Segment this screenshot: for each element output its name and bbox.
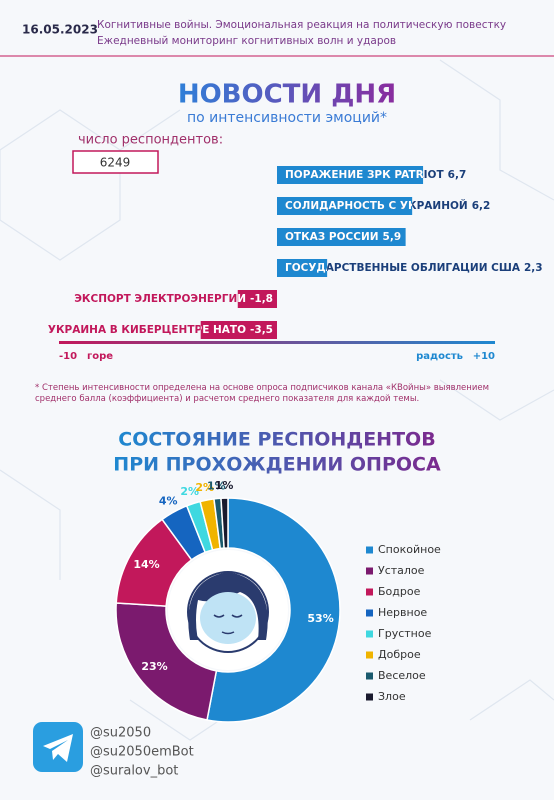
bar-category: ГОСУДАРСТВЕННЫЕ ОБЛИГАЦИИ США [285, 262, 521, 274]
slice-label: 14% [133, 558, 159, 571]
legend-marker [366, 609, 373, 617]
bar-category: ЭКСПОРТ ЭЛЕКТРОЭНЕРГИИ [74, 293, 246, 305]
face-icon [168, 550, 288, 670]
chart-title: НОВОСТИ ДНЯ [178, 80, 396, 110]
chart-title: СОСТОЯНИЕ РЕСПОНДЕНТОВ [118, 429, 435, 451]
bar-value-label: 6,7 [448, 169, 467, 181]
slice-label: 2% [180, 485, 199, 498]
pie-slice [220, 497, 229, 549]
bar-category: УКРАИНА В КИБЕРЦЕНТРЕ НАТО [48, 324, 246, 336]
bar [277, 228, 406, 246]
slice-label: 4% [159, 494, 178, 507]
legend-label: Грустное [378, 627, 432, 640]
bar [200, 321, 277, 339]
bar-category: ГОСУДАРСТВЕННЫЕ ОБЛИГАЦИИ США [285, 262, 521, 274]
telegram-plane [43, 734, 73, 762]
bar-label: УКРАИНА В КИБЕРЦЕНТРЕ НАТО -3,5 [48, 324, 273, 336]
axis-line [59, 341, 495, 344]
bar-category: ПОРАЖЕНИЕ ЗРК PATRIOT [285, 169, 444, 181]
chart-subtitle: по интенсивности эмоций* [187, 110, 387, 126]
bar-label: ОТКАЗ РОССИИ 5,9 [285, 231, 401, 243]
bar-label: ЭКСПОРТ ЭЛЕКТРОЭНЕРГИИ -1,8 [74, 293, 273, 305]
bar-label: УКРАИНА В КИБЕРЦЕНТРЕ НАТО -3,5 [48, 324, 273, 336]
legend-marker [366, 567, 373, 575]
bar-category: ОТКАЗ РОССИИ [285, 231, 379, 243]
slice-label: 23% [141, 660, 167, 673]
pie-slice [115, 602, 218, 721]
header-line: Когнитивные войны. Эмоциональная реакция… [97, 19, 506, 31]
contact[interactable]: @suralov_bot [90, 764, 178, 779]
contact[interactable]: @su2050 [90, 726, 151, 741]
slice-label: 53% [307, 612, 333, 625]
bar [277, 166, 424, 184]
bar-label: СОЛИДАРНОСТЬ С УКРАИНОЙ 6,2 [285, 199, 490, 212]
bar-value-label: -3,5 [250, 324, 273, 336]
bar-label: ГОСУДАРСТВЕННЫЕ ОБЛИГАЦИИ США 2,3 [285, 262, 543, 274]
bar-category: ЭКСПОРТ ЭЛЕКТРОЭНЕРГИИ [74, 293, 246, 305]
legend-label: Усталое [378, 564, 425, 577]
bar-label: ПОРАЖЕНИЕ ЗРК PATRIOT 6,7 [285, 169, 466, 181]
header-line: Ежедневный мониторинг когнитивных волн и… [97, 35, 396, 47]
background-lines [0, 59, 554, 741]
legend-label: Спокойное [378, 543, 441, 556]
bar [277, 259, 328, 277]
bar-category: СОЛИДАРНОСТЬ С УКРАИНОЙ [285, 199, 468, 212]
legend-marker [366, 651, 373, 659]
x-tick-label: -10 [59, 351, 77, 362]
bar-label: СОЛИДАРНОСТЬ С УКРАИНОЙ 6,2 [285, 199, 490, 212]
slice-label: 2% [195, 481, 214, 494]
bar-label: ГОСУДАРСТВЕННЫЕ ОБЛИГАЦИИ США 2,3 [285, 262, 543, 274]
bar-category: СОЛИДАРНОСТЬ С УКРАИНОЙ [285, 199, 468, 212]
axis-end-label: горе [87, 351, 113, 362]
bar-label: ОТКАЗ РОССИИ 5,9 [285, 231, 401, 243]
legend-label: Веселое [378, 669, 426, 682]
legend-marker [366, 693, 373, 701]
legend-marker [366, 588, 373, 596]
axis-end-label: радость [416, 351, 463, 362]
respondents-value: 6249 [100, 156, 131, 170]
legend-label: Злое [378, 690, 406, 703]
legend-label: Нервное [378, 606, 427, 619]
bar [277, 197, 413, 215]
bar-value-label: 2,3 [524, 262, 543, 274]
bar-value-label: 5,9 [383, 231, 402, 243]
bar-category: ПОРАЖЕНИЕ ЗРК PATRIOT [285, 169, 444, 181]
bar-value-label: -1,8 [250, 293, 273, 305]
bar-value-label: 6,2 [472, 200, 491, 212]
contact[interactable]: @su2050emBot [90, 745, 194, 760]
slice-label: 1% [207, 480, 226, 493]
bar-value-label: -3,5 [250, 324, 273, 336]
chart-title: ПРИ ПРОХОЖДЕНИИ ОПРОСА [113, 454, 441, 476]
bar-label: ЭКСПОРТ ЭЛЕКТРОЭНЕРГИИ -1,8 [74, 293, 273, 305]
legend-marker [366, 546, 373, 554]
bar-value-label: -1,8 [250, 293, 273, 305]
bar-category: УКРАИНА В КИБЕРЦЕНТРЕ НАТО [48, 324, 246, 336]
bar-label: ПОРАЖЕНИЕ ЗРК PATRIOT 6,7 [285, 169, 466, 181]
respondents-box [72, 150, 159, 174]
legend-marker [366, 630, 373, 638]
x-tick-label: +10 [473, 351, 495, 362]
legend-label: Бодрое [378, 585, 421, 598]
date: 16.05.2023 [22, 23, 98, 37]
pie-slice [206, 497, 341, 723]
bar-category: ОТКАЗ РОССИИ [285, 231, 379, 243]
slice-label: 1% [215, 479, 234, 492]
footnote: * Степень интенсивности определена на ос… [35, 383, 489, 404]
pie: 53%23%14%4%2%2%1%1% [115, 479, 341, 723]
respondents-label: число респондентов: [78, 133, 223, 148]
legend-label: Доброе [378, 648, 421, 661]
bar [237, 290, 277, 308]
legend-marker [366, 672, 373, 680]
bar-value-label: 5,9 [383, 231, 402, 243]
